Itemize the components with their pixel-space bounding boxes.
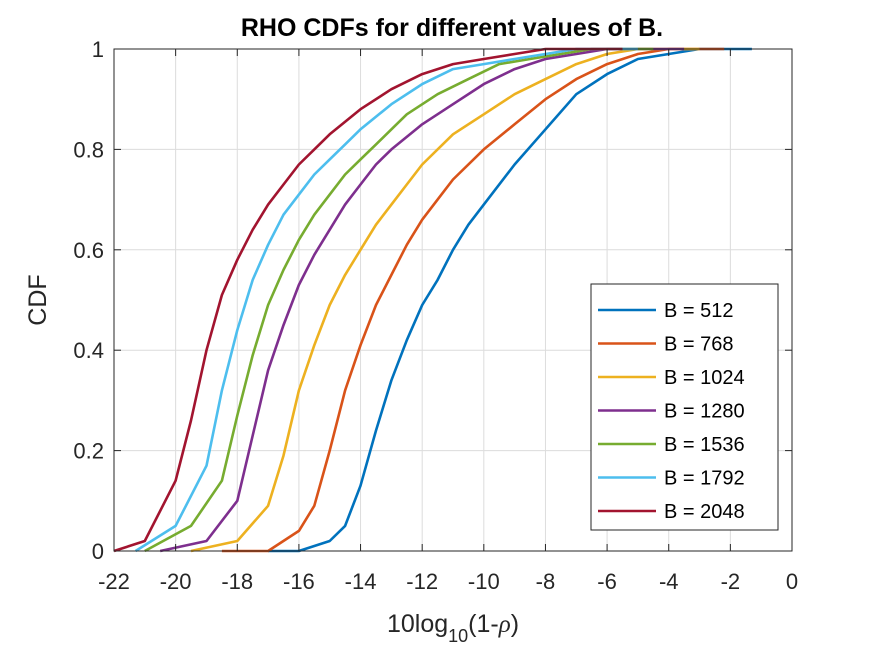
series-line-4: [159, 47, 685, 553]
legend: B = 512 B = 768 B = 1024 B = 1280 B = 1536 B …: [590, 283, 779, 531]
plot-box: [113, 48, 793, 552]
chart-title: RHO CDFs for different values of B.: [241, 14, 663, 42]
x-tick-label: -20: [160, 569, 192, 594]
y-tick-label: 0.8: [73, 137, 104, 162]
y-axis-title: CDF: [24, 274, 52, 325]
series-line-2: [221, 47, 725, 553]
x-tick-label: -10: [468, 569, 500, 594]
legend-box: [590, 283, 779, 531]
series-lines: [113, 47, 752, 553]
x-axis-title-base: 10log: [387, 610, 448, 638]
series-line-7: [113, 47, 623, 553]
x-axis-title-close: ): [511, 610, 519, 638]
x-tick-label: 0: [786, 569, 798, 594]
x-tick-label: -18: [221, 569, 253, 594]
y-tick-label: 0.6: [73, 238, 104, 263]
x-axis-title-subscript: 10: [448, 626, 468, 646]
y-tick-label: 0.4: [73, 338, 104, 363]
y-tick-label: 0: [92, 539, 104, 564]
legend-label-2: B = 768: [664, 334, 734, 356]
x-tick-label: -12: [406, 569, 438, 594]
y-tick-label: 1: [92, 37, 104, 62]
x-tick-label: -2: [721, 569, 741, 594]
x-axis-title-open: (1-: [468, 610, 499, 638]
series-line-3: [190, 47, 700, 553]
x-tick-label: -16: [283, 569, 315, 594]
x-axis-title: 10log10(1-ρ): [387, 610, 519, 646]
legend-label-6: B = 1792: [664, 468, 745, 490]
legend-label-7: B = 2048: [664, 501, 745, 523]
x-tick-label: -4: [659, 569, 679, 594]
series-line-5: [144, 47, 654, 553]
axis-ticks: -22 -20 -18 -16 -14 -12 -10 -8 -6 -4 -2 000.20.40.6…: [73, 37, 798, 594]
legend-label-1: B = 512: [664, 300, 734, 322]
series-line-6: [134, 47, 638, 553]
x-tick-label: -8: [536, 569, 556, 594]
x-axis-title-rho: ρ: [498, 611, 511, 638]
legend-label-4: B = 1280: [664, 401, 745, 423]
legend-label-3: B = 1024: [664, 367, 745, 389]
series-line-1: [268, 47, 752, 553]
x-tick-label: -14: [345, 569, 377, 594]
y-tick-label: 0.2: [73, 439, 104, 464]
x-tick-label: -6: [597, 569, 617, 594]
x-tick-label: -22: [98, 569, 130, 594]
legend-label-5: B = 1536: [664, 434, 745, 456]
